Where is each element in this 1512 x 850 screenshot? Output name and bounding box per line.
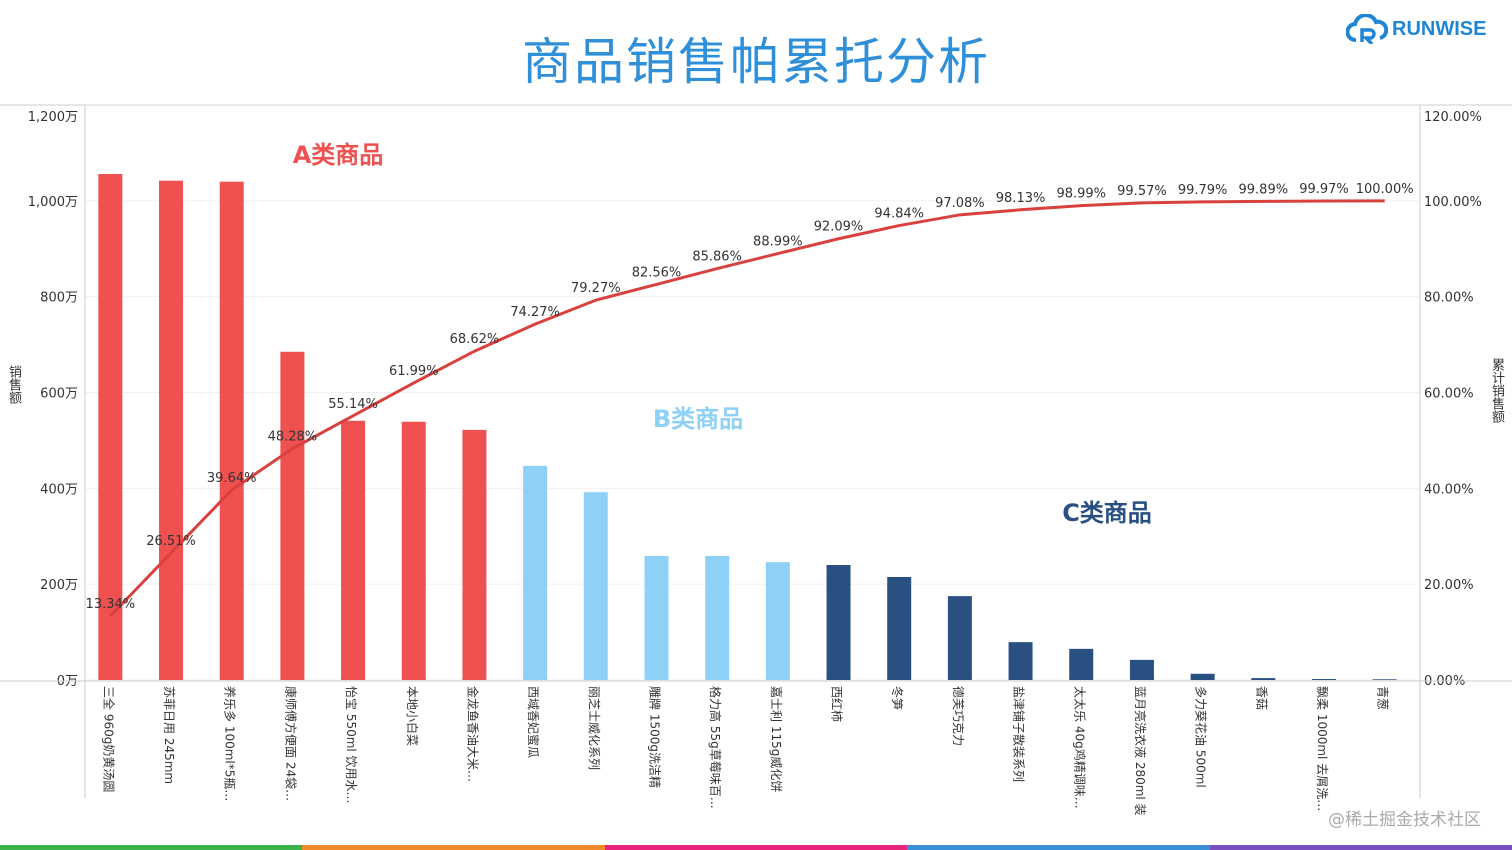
x-tick-label: 冬笋 — [890, 686, 905, 710]
y-tick-label: 800万 — [40, 291, 78, 306]
stripe-segment — [604, 845, 908, 850]
cumulative-label: 13.34% — [86, 597, 136, 612]
y-tick-label: 600万 — [40, 387, 78, 402]
cumulative-label: 99.89% — [1239, 182, 1289, 197]
y-tick-label: 400万 — [40, 482, 78, 497]
cumulative-label: 55.14% — [328, 397, 378, 412]
x-tick-label: 金龙鱼香油大米… — [465, 686, 480, 782]
cumulative-label: 68.62% — [450, 332, 500, 347]
cumulative-label: 88.99% — [753, 235, 803, 250]
cumulative-label: 61.99% — [389, 364, 439, 379]
logo: RUNWISE — [1346, 14, 1486, 44]
x-tick-label: 飘柔 1000ml 去屑洗… — [1315, 686, 1329, 811]
bar-17 — [1069, 648, 1094, 680]
bar-14 — [887, 576, 912, 680]
y-tick-label: 200万 — [40, 578, 78, 593]
x-tick-label: 盐津铺子散装系列 — [1012, 686, 1027, 782]
x-tick-label: 三全 960g奶黄汤圆 — [101, 686, 116, 792]
bar-21 — [1311, 679, 1336, 680]
x-tick-label: 德芙巧克力 — [951, 686, 966, 746]
y2-tick-label: 60.00% — [1424, 387, 1474, 402]
cumulative-label: 92.09% — [814, 220, 864, 235]
cumulative-label: 98.13% — [996, 191, 1046, 206]
y-tick-label: 1,200万 — [28, 110, 78, 125]
bar-3 — [219, 181, 244, 680]
y-tick-label: 1,000万 — [28, 195, 78, 210]
bar-20 — [1251, 678, 1276, 680]
y2-tick-label: 20.00% — [1424, 578, 1474, 593]
cumulative-label: 100.00% — [1356, 182, 1414, 197]
cumulative-label: 39.64% — [207, 471, 257, 486]
y2-tick-label: 120.00% — [1424, 110, 1482, 125]
x-tick-label: 养乐多 100ml*5瓶… — [223, 686, 238, 801]
cumulative-label: 74.27% — [510, 305, 560, 320]
cumulative-label: 82.56% — [632, 265, 682, 280]
x-tick-label: 格力高 55g草莓味百… — [708, 686, 723, 809]
bar-18 — [1129, 659, 1154, 680]
stripe-segment — [1209, 845, 1512, 850]
x-tick-label: 太太乐 40g鸡精调味… — [1072, 686, 1087, 809]
cumulative-label: 48.28% — [268, 430, 318, 445]
cumulative-label: 94.84% — [874, 207, 924, 222]
cumulative-label: 97.08% — [935, 196, 985, 211]
stripe-segment — [302, 845, 605, 850]
bar-2 — [159, 180, 184, 681]
bar-5 — [341, 420, 366, 680]
annotation-class-C: C类商品 — [1062, 499, 1152, 527]
cumulative-label: 99.97% — [1299, 182, 1349, 197]
x-tick-label: 多力葵花油 500ml — [1194, 686, 1209, 788]
y2-tick-label: 40.00% — [1424, 482, 1474, 497]
x-tick-label: 苏菲日用 245mm — [162, 686, 176, 784]
y2-tick-label: 80.00% — [1424, 291, 1474, 306]
cloud-logo-icon — [1346, 14, 1388, 44]
annotation-class-B: B类商品 — [653, 405, 743, 433]
y2-axis-title: 累计销售额 — [1489, 358, 1504, 423]
x-tick-label: 西域香妃蜜瓜 — [526, 686, 541, 758]
x-tick-label: 康师傅方便面 24袋… — [283, 686, 298, 801]
bottom-stripe — [0, 845, 1512, 850]
x-tick-label: 丽芝士威化系列 — [587, 686, 602, 770]
x-tick-label: 本地小白菜 — [405, 686, 420, 746]
cumulative-label: 79.27% — [571, 281, 621, 296]
annotation-class-A: A类商品 — [293, 141, 384, 169]
bar-7 — [462, 429, 487, 680]
x-tick-label: 怡宝 550ml 饮用水… — [344, 686, 358, 804]
x-tick-label: 青葱 — [1376, 686, 1390, 710]
cumulative-label: 85.86% — [692, 250, 742, 265]
cumulative-label: 26.51% — [146, 534, 196, 549]
x-tick-label: 嘉士利 115g威化饼 — [769, 686, 783, 792]
bar-16 — [1008, 642, 1033, 680]
bar-4 — [280, 351, 305, 680]
bar-9 — [583, 492, 608, 680]
cumulative-label: 98.99% — [1056, 187, 1106, 202]
cumulative-line — [109, 199, 1385, 618]
x-tick-label: 西红柿 — [830, 686, 845, 722]
y2-tick-label: 100.00% — [1424, 195, 1482, 210]
y-axis-title: 销售额 — [6, 365, 21, 404]
stripe-segment — [0, 845, 303, 850]
bar-22 — [1372, 679, 1397, 680]
x-tick-label: 香菇 — [1254, 686, 1268, 710]
bar-8 — [523, 465, 548, 680]
page-title: 商品销售帕累托分析 — [522, 33, 990, 91]
logo-text: RUNWISE — [1392, 17, 1487, 40]
bar-6 — [401, 421, 426, 680]
bar-11 — [705, 555, 730, 680]
cumulative-label: 99.57% — [1117, 184, 1167, 199]
x-tick-label: 蓝月亮洗衣液 280ml 装 — [1133, 686, 1148, 816]
watermark: @稀土掘金技术社区 — [1328, 810, 1481, 830]
bar-10 — [644, 555, 669, 680]
stripe-segment — [907, 845, 1210, 850]
bar-1 — [98, 174, 123, 680]
bar-12 — [765, 562, 790, 680]
bar-13 — [826, 565, 851, 680]
bar-19 — [1190, 673, 1215, 680]
x-tick-label: 雕牌 1500g洗洁精 — [647, 686, 662, 788]
bar-15 — [947, 596, 972, 680]
cumulative-label: 99.79% — [1178, 183, 1228, 198]
